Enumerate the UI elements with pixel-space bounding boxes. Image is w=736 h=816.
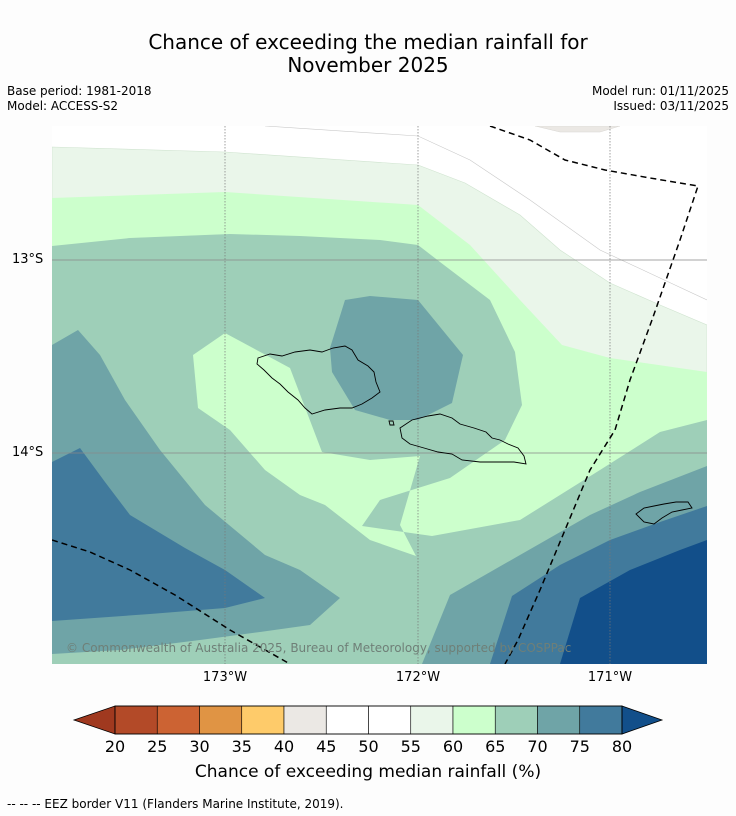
upolu-island [399,413,527,465]
eez-border-east [489,126,699,664]
probability-band-70-75-samoa [330,296,463,420]
colorbar-cell [283,705,327,735]
chart-title: Chance of exceeding the median rainfall … [0,31,736,77]
colorbar-tick-label: 65 [485,737,506,756]
colorbar-tick-label: 70 [527,737,548,756]
colorbar-cell [579,705,623,735]
lat-label-13s: 13°S [12,252,44,267]
eez-footnote: -- -- -- EEZ border V11 (Flanders Marine… [7,797,344,811]
colorbar-cell [368,705,412,735]
meta-left: Base period: 1981-2018 Model: ACCESS-S2 [7,84,152,114]
issued-date: Issued: 03/11/2025 [613,99,729,113]
colorbar-tick-label: 30 [189,737,210,756]
colorbar [72,705,664,735]
manono-island [388,420,395,426]
lon-label-173w: 173°W [202,670,248,685]
title-line-1: Chance of exceeding the median rainfall … [148,30,588,54]
colorbar-tick-label: 75 [569,737,590,756]
colorbar-cell [199,705,243,735]
colorbar-cell [452,705,496,735]
colorbar-tick-label: 60 [442,737,464,756]
probability-band-75-80-west [52,448,265,621]
colorbar-cell [325,705,369,735]
colorbar-tick-label: 25 [147,737,168,756]
probability-band-40-45 [534,126,621,133]
colorbar-tick-label: 35 [231,737,252,756]
forecast-map [52,126,707,664]
title-line-2: November 2025 [287,53,449,77]
colorbar-cell [241,705,285,735]
model-name: Model: ACCESS-S2 [7,99,119,113]
colorbar-cell [114,705,158,735]
colorbar-extend-low [72,705,116,735]
latitude-lines [52,259,707,454]
lon-label-172w: 172°W [395,670,441,685]
copyright-notice: © Commonwealth of Australia 2025, Bureau… [66,641,572,655]
tutuila-island [635,501,693,525]
colorbar-extend-high [621,705,664,735]
colorbar-cell [537,705,581,735]
samoa-coastline [256,345,693,525]
colorbar-tick-label: 50 [358,737,379,756]
probability-band-over-80 [560,540,707,664]
colorbar-cell [156,705,200,735]
colorbar-frame [114,705,623,735]
colorbar-tick-label: 45 [316,737,337,756]
graticule [224,126,611,664]
colorbar-label: Chance of exceeding median rainfall (%) [194,762,542,782]
colorbar-tick-label: 55 [400,737,421,756]
meta-right: Model run: 01/11/2025 Issued: 03/11/2025 [592,84,729,114]
savaii-island [256,345,381,415]
base-period: Base period: 1981-2018 [7,84,152,98]
model-run-date: Model run: 01/11/2025 [591,84,729,98]
colorbar-tick-label: 80 [611,737,633,756]
eez-border-southwest [52,539,291,664]
lat-label-14s: 14°S [12,445,44,460]
colorbar-cell [494,705,538,735]
colorbar-cells [114,705,623,735]
colorbar-tick-label: 20 [104,737,126,756]
lon-label-171w: 171°W [587,670,633,685]
colorbar-tick-label: 40 [273,737,295,756]
colorbar-cell [410,705,454,735]
